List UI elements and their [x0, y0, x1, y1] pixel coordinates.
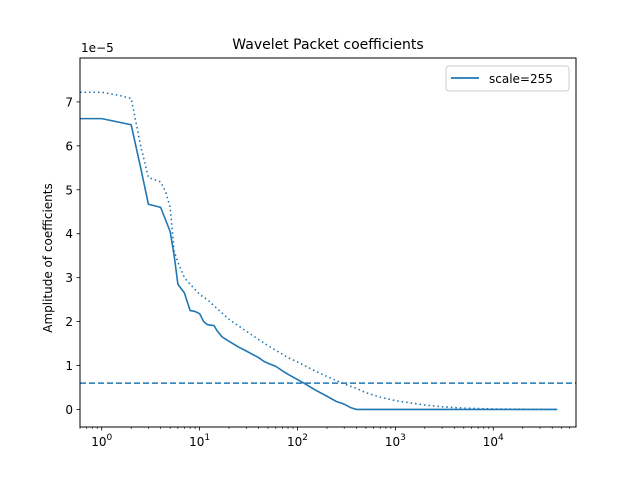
- y-offset-label: 1e−5: [81, 41, 114, 55]
- y-tick-label: 0: [65, 403, 73, 417]
- y-tick-label: 1: [65, 359, 73, 373]
- x-tick-label: 103: [385, 433, 406, 449]
- series-line-solid: [80, 117, 558, 411]
- x-tick-label: 104: [483, 433, 504, 449]
- y-tick-label: 5: [65, 183, 73, 197]
- y-tick-label: 2: [65, 315, 73, 329]
- y-tick-label: 7: [65, 95, 73, 109]
- y-tick-label: 6: [65, 139, 73, 153]
- x-tick-label: 101: [189, 433, 210, 449]
- legend: scale=255: [445, 65, 570, 92]
- legend-box: [445, 65, 570, 92]
- axis-ticks: 0 1 2 3 4 5 6 7 100 101 102 103 104: [65, 95, 570, 449]
- legend-label: scale=255: [489, 72, 553, 86]
- x-tick-label: 102: [287, 433, 308, 449]
- y-tick-label: 3: [65, 271, 73, 285]
- plot-frame: [79, 57, 577, 428]
- series-line-dotted: [80, 91, 558, 411]
- x-tick-label: 100: [91, 433, 112, 449]
- y-axis-label: Amplitude of coefficients: [41, 183, 55, 333]
- y-tick-label: 4: [65, 227, 73, 241]
- chart-title: Wavelet Packet coefficients: [232, 37, 423, 53]
- plot-area: [80, 91, 576, 411]
